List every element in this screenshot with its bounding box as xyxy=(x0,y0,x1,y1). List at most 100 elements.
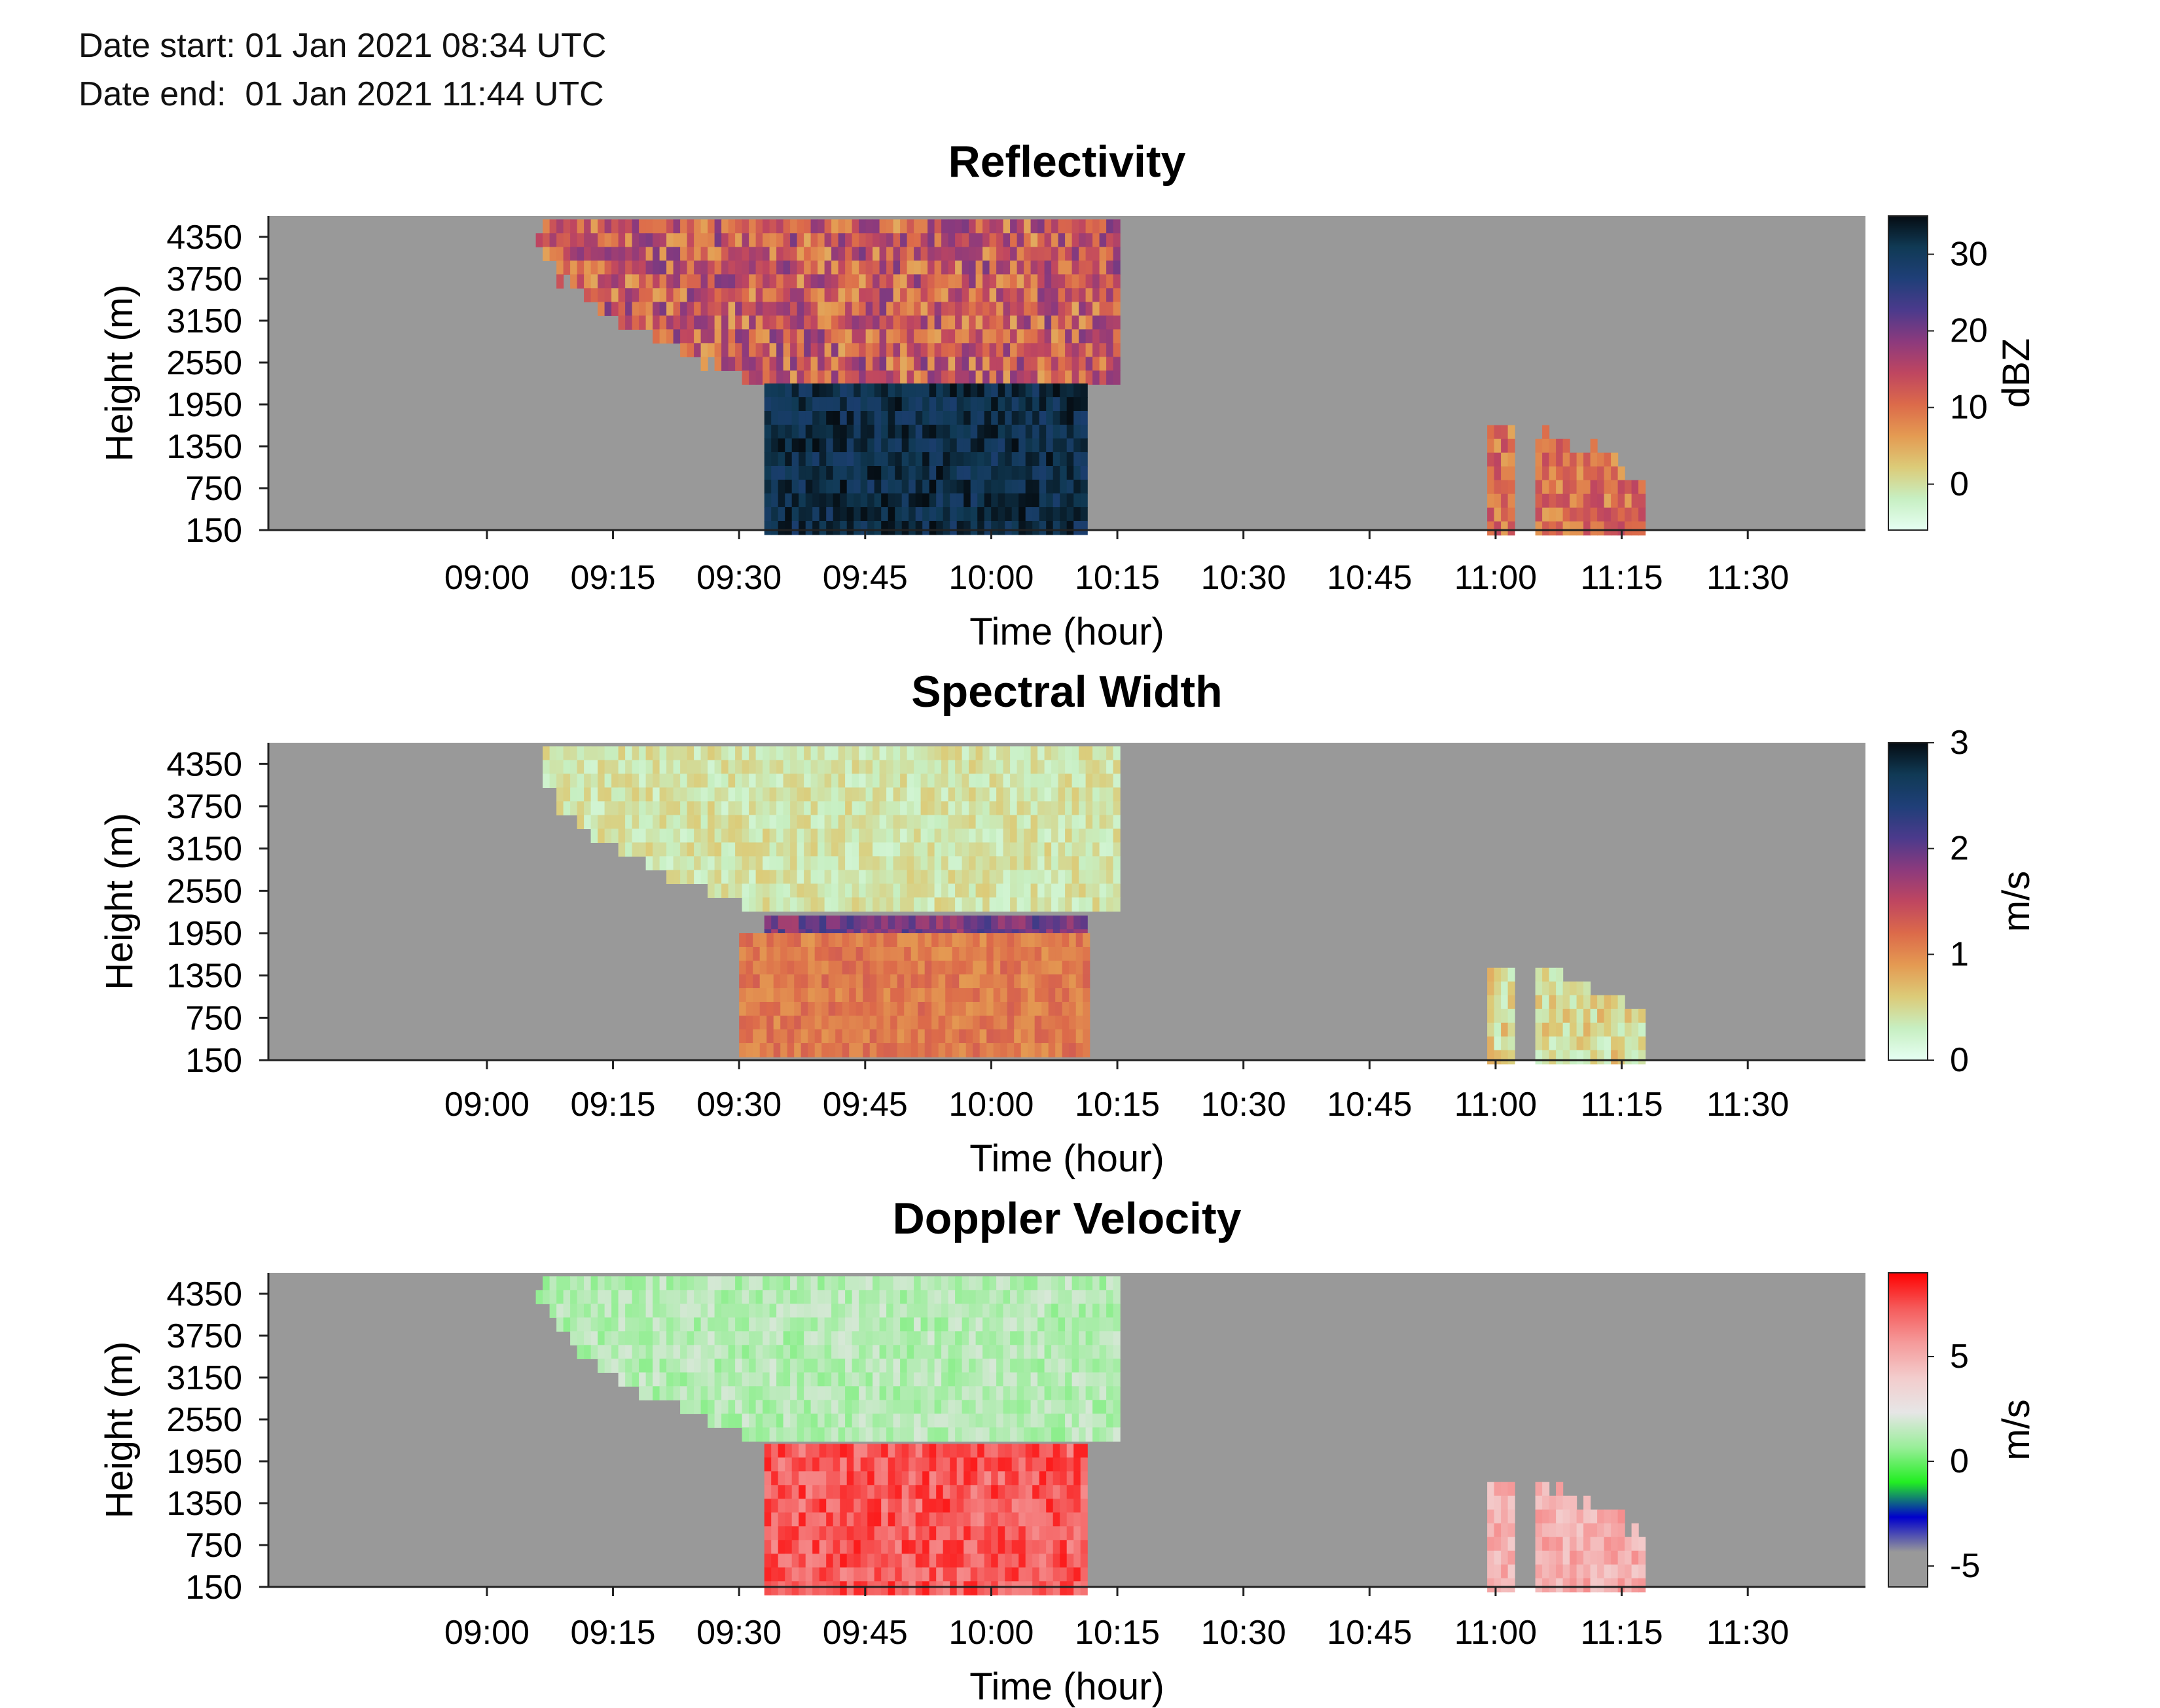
heatmap-cell xyxy=(1024,370,1032,385)
heatmap-cell xyxy=(996,260,1004,275)
heatmap-cell xyxy=(950,521,958,535)
heatmap-cell xyxy=(1549,1495,1557,1510)
heatmap-cell xyxy=(645,856,653,870)
heatmap-cell xyxy=(632,1345,639,1359)
heatmap-cell xyxy=(854,1526,861,1540)
heatmap-cell xyxy=(893,1317,901,1332)
heatmap-cell xyxy=(1099,247,1107,261)
heatmap-cell xyxy=(1583,981,1591,996)
heatmap-cell xyxy=(805,1554,813,1568)
heatmap-cell xyxy=(1631,1550,1639,1565)
heatmap-cell xyxy=(611,1345,619,1359)
heatmap-cell xyxy=(735,302,743,316)
heatmap-cell xyxy=(893,1290,901,1304)
heatmap-cell xyxy=(879,260,887,275)
heatmap-cell xyxy=(943,383,950,398)
heatmap-cell xyxy=(1011,1526,1019,1540)
heatmap-cell xyxy=(742,1427,749,1442)
heatmap-cell xyxy=(1046,1512,1054,1527)
heatmap-cell xyxy=(886,897,894,912)
heatmap-cell xyxy=(901,1540,909,1554)
heatmap-cell xyxy=(694,1400,702,1414)
heatmap-cell xyxy=(969,1317,977,1332)
heatmap-cell xyxy=(915,397,923,412)
heatmap-cell xyxy=(938,947,946,961)
heatmap-cell xyxy=(1583,1537,1591,1552)
heatmap-cell xyxy=(771,452,779,467)
heatmap-cell xyxy=(929,1499,937,1513)
heatmap-cell xyxy=(824,315,832,330)
heatmap-cell xyxy=(1034,1016,1042,1030)
heatmap-cell xyxy=(1631,493,1639,508)
heatmap-cell xyxy=(991,493,999,508)
heatmap-cell xyxy=(797,315,804,330)
heatmap-cell xyxy=(797,329,804,344)
heatmap-cell xyxy=(810,1400,818,1414)
heatmap-cell xyxy=(828,933,836,948)
heatmap-cell xyxy=(865,1372,873,1387)
heatmap-cell xyxy=(865,247,873,261)
heatmap-cell xyxy=(975,247,983,261)
heatmap-cell xyxy=(1010,1304,1018,1318)
heatmap-cell xyxy=(934,357,942,371)
heatmap-cell xyxy=(873,1386,880,1400)
heatmap-cell xyxy=(1066,1444,1074,1458)
heatmap-cell xyxy=(991,1444,999,1458)
heatmap-cell xyxy=(1079,219,1087,234)
heatmap-cell xyxy=(1079,260,1087,275)
heatmap-cell xyxy=(969,1276,977,1290)
heatmap-cell xyxy=(996,315,1004,330)
heatmap-cell xyxy=(982,302,990,316)
heatmap-cell xyxy=(977,1554,985,1568)
heatmap-cell xyxy=(1020,947,1028,961)
heatmap-cell xyxy=(842,988,850,1003)
heatmap-cell xyxy=(771,1485,779,1499)
heatmap-cell xyxy=(1073,1471,1081,1486)
heatmap-cell xyxy=(874,397,882,412)
heatmap-cell xyxy=(979,1016,987,1030)
heatmap-cell xyxy=(625,1304,633,1318)
heatmap-cell xyxy=(1032,1554,1040,1568)
heatmap-cell xyxy=(1556,1523,1564,1538)
heatmap-cell xyxy=(922,1457,930,1472)
heatmap-cell xyxy=(991,916,999,930)
heatmap-cell xyxy=(929,383,937,398)
heatmap-cell xyxy=(927,1427,935,1442)
heatmap-cell xyxy=(831,760,839,774)
heatmap-cell xyxy=(694,288,702,302)
heatmap-cell xyxy=(804,787,812,802)
heatmap-cell xyxy=(618,842,626,857)
heatmap-cell xyxy=(1106,1372,1114,1387)
heatmap-cell xyxy=(881,397,889,412)
heatmap-cell xyxy=(1590,1022,1598,1037)
heatmap-cell xyxy=(598,815,605,829)
heatmap-cell xyxy=(1051,370,1059,385)
heatmap-cell xyxy=(1030,856,1038,870)
heatmap-cell xyxy=(1092,219,1100,234)
heatmap-cell xyxy=(1024,1359,1032,1373)
heatmap-cell xyxy=(950,493,958,508)
heatmap-cell xyxy=(577,801,585,815)
heatmap-cell xyxy=(739,1016,747,1030)
heatmap-cell xyxy=(1535,480,1543,495)
heatmap-cell xyxy=(577,1331,585,1345)
heatmap-cell xyxy=(769,883,777,898)
heatmap-cell xyxy=(883,961,891,975)
heatmap-cell xyxy=(840,1581,848,1595)
heatmap-cell xyxy=(810,1317,818,1332)
heatmap-cell xyxy=(1106,883,1114,898)
heatmap-cell xyxy=(1053,1540,1060,1554)
heatmap-cell xyxy=(1055,988,1063,1003)
heatmap-cell xyxy=(833,507,840,522)
heatmap-cell xyxy=(1062,974,1070,989)
heatmap-cell xyxy=(867,1554,875,1568)
heatmap-cell xyxy=(924,961,932,975)
heatmap-cell xyxy=(879,219,887,234)
heatmap-cell xyxy=(714,219,722,234)
heatmap-cell xyxy=(982,329,990,344)
heatmap-cell xyxy=(714,787,722,802)
heatmap-cell xyxy=(952,988,960,1003)
heatmap-cell xyxy=(1507,425,1515,440)
heatmap-cell xyxy=(982,828,990,843)
heatmap-cell xyxy=(556,787,564,802)
